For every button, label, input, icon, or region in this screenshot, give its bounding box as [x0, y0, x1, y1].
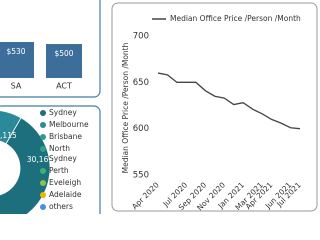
legend-swatch — [40, 192, 46, 198]
legend-item[interactable]: North Sydney — [40, 144, 84, 164]
legend-item[interactable]: Brisbane — [40, 132, 84, 142]
legend-swatch — [40, 146, 46, 152]
pie-slice — [0, 110, 22, 145]
value-label: $500 — [54, 49, 73, 58]
legend-swatch — [40, 204, 46, 210]
legend-label: Perth — [49, 166, 69, 175]
legend-item[interactable]: Eveleigh — [40, 178, 84, 188]
legend-item[interactable]: Sydney — [40, 108, 84, 118]
legend-swatch — [40, 122, 46, 128]
page: $530 SA $500 ACT 30,160 2,115 550 600 650 700 Apr … — [0, 0, 318, 214]
dashboard: $530 SA $500 ACT 30,160 2,115 550 600 650 700 Apr … — [0, 0, 318, 214]
legend-label: Brisbane — [49, 132, 82, 141]
y-tick-label: 650 — [133, 78, 149, 88]
legend-item[interactable]: Adelaide — [40, 190, 84, 200]
legend-swatch — [40, 110, 46, 116]
bar — [0, 42, 34, 78]
legend-item[interactable]: Melbourne — [40, 120, 89, 130]
legend-label: North Sydney — [49, 144, 77, 163]
x-tick-label: SA — [11, 82, 22, 91]
panel — [0, 0, 101, 98]
legend-swatch — [40, 168, 46, 174]
y-axis-label: Median Office Price /Person /Month — [121, 42, 130, 173]
legend-swatch — [40, 180, 46, 186]
legend-label: Median Office Price /Person /Month — [170, 14, 301, 23]
y-tick-label: 600 — [133, 124, 149, 134]
bar — [46, 44, 82, 78]
legend-label: Sydney — [49, 108, 77, 117]
legend-swatch — [40, 134, 46, 140]
y-tick-label: 700 — [133, 32, 149, 42]
legend-label: Adelaide — [49, 190, 82, 199]
panel — [111, 2, 318, 212]
legend: Sydney Melbourne Brisbane North Sydney Perth… — [40, 108, 89, 214]
y-tick-label: 550 — [133, 171, 149, 181]
value-label: $530 — [6, 47, 25, 56]
legend-label: others — [49, 202, 73, 211]
x-tick-label: Apr 2020 — [130, 180, 161, 211]
x-tick-label: ACT — [56, 82, 72, 91]
legend-label: Eveleigh — [49, 178, 82, 187]
legend-item[interactable]: Perth — [40, 166, 84, 176]
legend-item[interactable]: others — [40, 202, 84, 212]
line — [157, 72, 301, 130]
legend-label: Melbourne — [49, 120, 89, 129]
value-label: 2,115 — [0, 131, 17, 140]
value-label: 30,160 — [27, 155, 53, 164]
pie-slice — [0, 117, 51, 214]
panel — [0, 105, 101, 214]
